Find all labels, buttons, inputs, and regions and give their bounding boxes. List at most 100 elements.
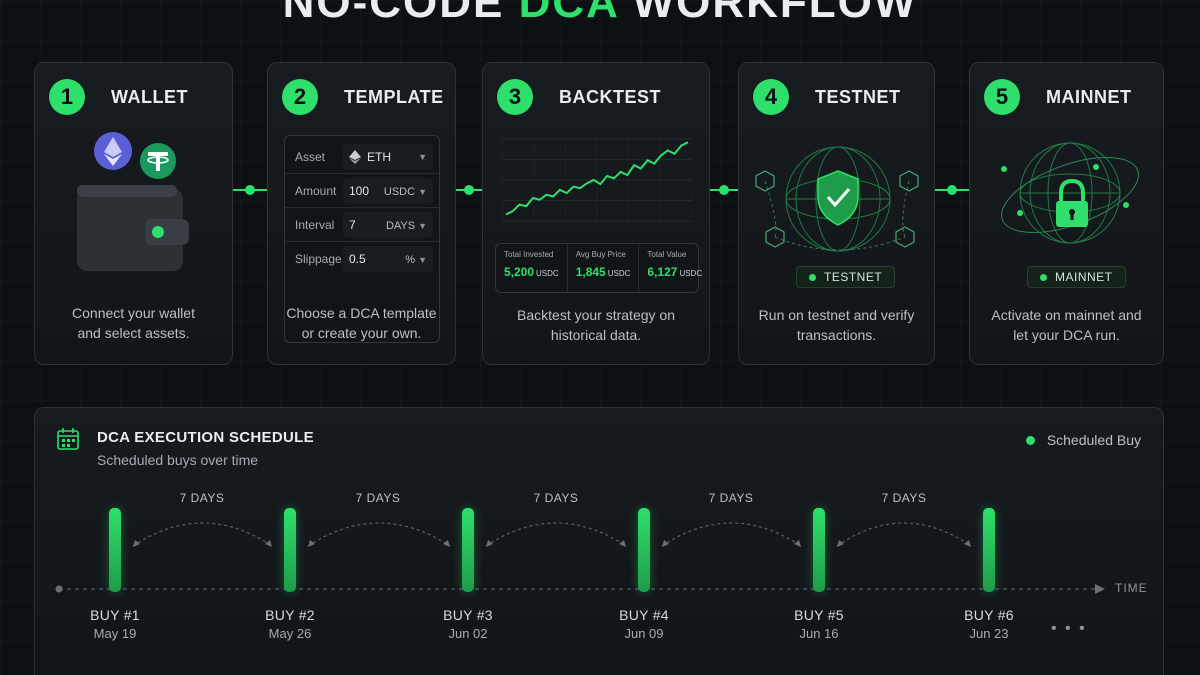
interval-arc — [661, 522, 802, 547]
step-card-backtest[interactable]: 3 BACKTEST Total Invested 5,200 USDC Avg … — [482, 62, 710, 365]
stat-value: 6,127 — [647, 265, 678, 279]
time-axis-label: TIME — [1115, 581, 1148, 595]
buy-label: BUY #1 — [90, 607, 140, 623]
wallet-icon — [77, 185, 189, 271]
stat-unit: USDC — [607, 269, 631, 278]
arrowhead-icon — [133, 540, 140, 547]
step-connector — [935, 185, 969, 195]
lock-icon — [1056, 178, 1088, 227]
legend-label: Scheduled Buy — [1046, 432, 1141, 448]
step-description-line: or create your own. — [301, 325, 422, 341]
stat-label: Total Invested — [504, 250, 554, 259]
form-label: Amount — [295, 183, 337, 198]
calendar-icon — [57, 428, 79, 450]
badge-label: MAINNET — [1055, 270, 1113, 284]
step-card-template[interactable]: 2 TEMPLATE Asset ETH ▼ Amount 100 USDC ▼ — [267, 62, 456, 365]
buy-bar-2[interactable] — [284, 508, 296, 592]
buy-label: BUY #6 — [964, 607, 1014, 623]
schedule-legend: Scheduled Buy — [1025, 432, 1141, 448]
asset-select[interactable]: ETH ▼ — [343, 143, 433, 170]
buy-bar-6[interactable] — [983, 508, 995, 592]
step-card-wallet[interactable]: 1 WALLET Connect your wallet and select … — [34, 62, 233, 365]
wallet-illustration — [77, 132, 189, 271]
arrowhead-icon — [619, 540, 626, 547]
interval-field[interactable]: 7 DAYS ▼ — [343, 211, 433, 238]
step-label: TEMPLATE — [344, 86, 444, 107]
mainnet-badge: MAINNET — [1027, 266, 1126, 288]
chevron-down-icon: ▼ — [418, 255, 427, 265]
testnet-globe-illustration — [755, 146, 919, 252]
buy-label: BUY #5 — [794, 607, 844, 623]
shield-check-icon — [817, 170, 859, 226]
step-number: 5 — [984, 79, 1020, 115]
step-description-line: historical data. — [550, 327, 642, 343]
stat-label: Avg Buy Price — [575, 250, 626, 259]
buy-date: Jun 23 — [969, 626, 1009, 641]
step-card-testnet[interactable]: 4 TESTNET TESTNET Run on te — [738, 62, 935, 365]
form-label: Slippage — [295, 252, 342, 266]
arrowhead-icon — [837, 540, 844, 547]
step-description-line: let your DCA run. — [1013, 327, 1120, 343]
step-description-line: Backtest your strategy on — [517, 307, 675, 323]
amount-unit: USDC — [383, 185, 416, 198]
step-description-line: Connect your wallet — [72, 305, 195, 321]
buy-date: May 26 — [268, 626, 312, 641]
template-form: Asset ETH ▼ Amount 100 USDC ▼ Interval — [284, 135, 440, 343]
legend-dot — [1025, 435, 1035, 445]
tether-icon — [140, 143, 176, 179]
status-dot — [809, 273, 816, 281]
buy-bar-3[interactable] — [462, 508, 474, 592]
timeline-axis — [55, 522, 1105, 594]
mainnet-globe-illustration — [1001, 142, 1139, 244]
interval-label: 7 DAYS — [708, 491, 754, 505]
buy-bar-5[interactable] — [813, 508, 825, 592]
interval-arc — [485, 522, 627, 547]
stat-unit: USDC — [679, 269, 703, 278]
testnet-badge: TESTNET — [796, 266, 896, 288]
step-description-line: and select assets. — [77, 325, 190, 341]
title-prefix: NO-CODE — [282, 0, 505, 27]
stat-total-invested: Total Invested 5,200 USDC — [496, 244, 568, 292]
interval-label: 7 DAYS — [881, 491, 927, 505]
schedule-title: DCA EXECUTION SCHEDULE — [97, 429, 314, 446]
arrowhead-icon — [794, 540, 801, 547]
stat-avg-buy-price: Avg Buy Price 1,845 USDC — [568, 244, 640, 292]
backtest-line — [505, 141, 689, 216]
asset-value: ETH — [367, 149, 391, 164]
step-card-mainnet[interactable]: 5 MAINNET MAINNET Activate on mainnet a — [969, 62, 1164, 365]
form-label: Interval — [295, 217, 335, 232]
buy-date: Jun 09 — [624, 626, 664, 641]
ethereum-icon — [94, 132, 132, 170]
page-title: NO-CODE DCA WORKFLOW — [0, 0, 1200, 28]
slippage-field[interactable]: 0.5 % ▼ — [343, 246, 433, 272]
step-label: BACKTEST — [559, 86, 661, 107]
step-label: TESTNET — [815, 86, 901, 107]
arrowhead-icon — [486, 540, 493, 547]
step-connector — [233, 185, 267, 195]
buy-date: Jun 02 — [448, 626, 488, 641]
step-number: 2 — [282, 79, 318, 115]
amount-field[interactable]: 100 USDC ▼ — [343, 177, 433, 204]
step-number: 3 — [497, 79, 533, 115]
buy-label: BUY #4 — [619, 607, 669, 623]
step-description-line: Activate on mainnet and — [991, 307, 1142, 323]
arrowhead-icon — [308, 540, 315, 547]
schedule-subtitle: Scheduled buys over time — [97, 452, 259, 468]
stat-label: Total Value — [647, 250, 687, 259]
interval-label: 7 DAYS — [355, 491, 401, 505]
step-label: MAINNET — [1046, 86, 1132, 107]
buy-date: May 19 — [93, 626, 137, 641]
step-description-line: Run on testnet and verify — [758, 307, 915, 323]
cube-icon — [755, 170, 919, 248]
slippage-unit: % — [405, 254, 416, 266]
buy-bar-1[interactable] — [109, 508, 121, 592]
stat-value: 1,845 — [575, 265, 606, 279]
arrowhead-icon — [964, 540, 971, 547]
step-label: WALLET — [111, 86, 188, 107]
stat-total-value: Total Value 6,127 USDC — [639, 244, 710, 292]
step-description-line: Choose a DCA template — [286, 305, 437, 321]
status-dot — [1040, 273, 1047, 281]
title-suffix: WORKFLOW — [632, 0, 918, 27]
title-accent: DCA — [518, 0, 619, 27]
buy-bar-4[interactable] — [638, 508, 650, 592]
